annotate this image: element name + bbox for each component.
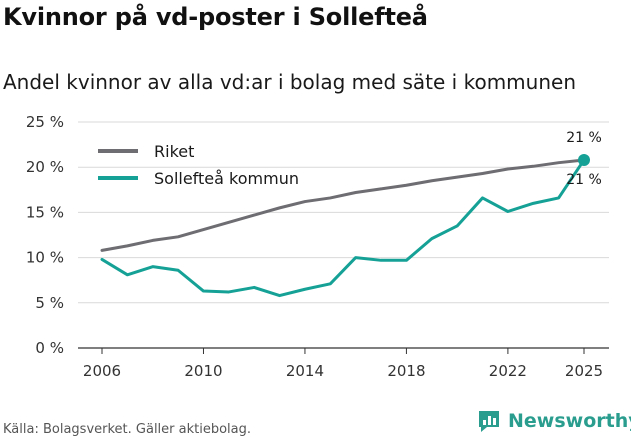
x-tick-label: 2010 <box>184 362 222 380</box>
brand-name: Newsworthy <box>508 410 631 432</box>
chart-subtitle: Andel kvinnor av alla vd:ar i bolag med … <box>3 70 576 94</box>
x-tick-label: 2006 <box>83 362 121 380</box>
page-title: Kvinnor på vd-poster i Sollefteå <box>3 3 428 31</box>
brand-logo[interactable]: Newsworthy <box>476 408 631 434</box>
x-tick-label: 2022 <box>489 362 527 380</box>
x-tick-label: 2014 <box>286 362 324 380</box>
x-tick-label: 2018 <box>387 362 425 380</box>
y-tick-label: 5 % <box>35 294 64 312</box>
legend-item-solleftea-label: Sollefteå kommun <box>154 169 299 188</box>
y-tick-label: 15 % <box>26 203 64 221</box>
end-label-riket: 21 % <box>566 130 602 146</box>
y-tick-label: 10 % <box>26 249 64 267</box>
end-label-solleftea: 21 % <box>566 172 602 188</box>
y-tick-label: 20 % <box>26 158 64 176</box>
legend-item-riket-label: Riket <box>154 142 194 161</box>
source-note: Källa: Bolagsverket. Gäller aktiebolag. <box>3 422 252 437</box>
newsworthy-logo-icon <box>479 411 499 432</box>
y-tick-label: 25 % <box>26 113 64 131</box>
y-tick-label: 0 % <box>35 339 64 357</box>
end-point-marker <box>578 153 590 166</box>
series-line-solleftea <box>100 158 586 298</box>
x-tick-label: 2025 <box>565 362 603 380</box>
series-line-riket <box>100 158 586 252</box>
